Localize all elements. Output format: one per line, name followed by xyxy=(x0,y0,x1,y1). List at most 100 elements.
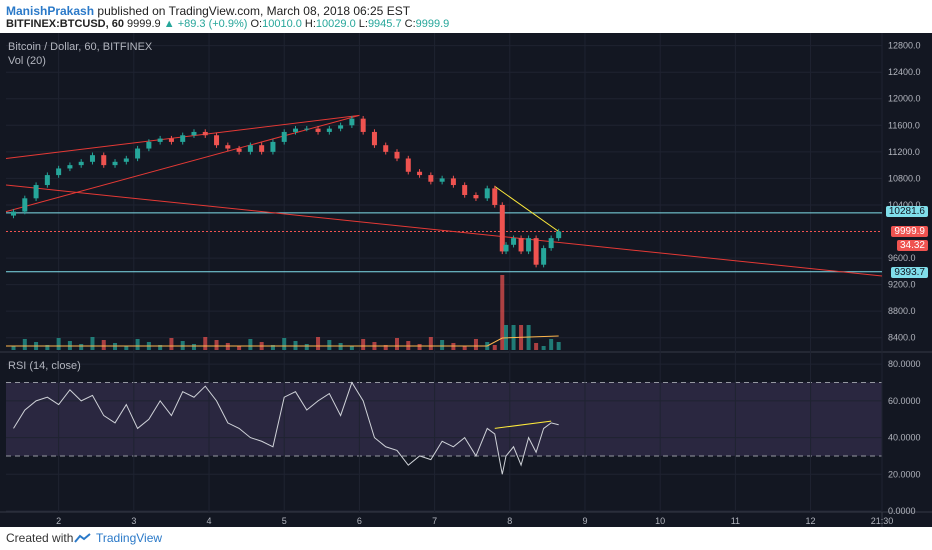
candle-body xyxy=(394,151,400,159)
candle-body xyxy=(338,125,344,129)
candle-body xyxy=(33,185,39,199)
candle-body xyxy=(101,155,107,166)
price-tick-label: 12000.0 xyxy=(888,94,921,104)
candle-body xyxy=(214,135,220,146)
low-value: 9945.7 xyxy=(367,18,402,30)
volume-bar xyxy=(270,345,275,350)
close-label: C: xyxy=(404,18,416,30)
rsi-divergence-line xyxy=(494,420,552,429)
volume-bar xyxy=(45,345,50,350)
author-link[interactable]: ManishPrakash xyxy=(6,4,95,18)
high-label: H: xyxy=(304,18,316,30)
candle-body xyxy=(499,204,505,252)
price-tick-label: 9600.0 xyxy=(888,253,916,263)
time-tick-label: 8 xyxy=(507,516,512,526)
candle-body xyxy=(533,238,539,265)
candle-body xyxy=(503,244,509,252)
volume-bar xyxy=(282,338,287,350)
volume-bar xyxy=(492,345,497,350)
volume-bar xyxy=(11,346,16,350)
candle-body xyxy=(304,128,310,130)
low-label: L: xyxy=(358,18,368,30)
volume-bar xyxy=(500,275,505,350)
candle-body xyxy=(541,248,547,265)
ohlc-bar: BITFINEX:BTCUSD, 60 9999.9 ▲ +89.3 (+0.9… xyxy=(6,18,449,30)
time-tick-label: 3 xyxy=(131,516,136,526)
price-tick-label: 10400.0 xyxy=(888,200,921,210)
volume-bar xyxy=(101,340,106,350)
volume-bar xyxy=(383,345,388,350)
candle-body xyxy=(56,168,62,176)
volume-bar xyxy=(395,338,400,350)
candle-body xyxy=(292,128,298,132)
candle-body xyxy=(548,238,554,249)
candle-body xyxy=(428,175,434,182)
price-tick-label: 12400.0 xyxy=(888,67,921,77)
rsi-line xyxy=(13,381,559,475)
price-tick-label: 10800.0 xyxy=(888,173,921,183)
time-tick-label: 9 xyxy=(582,516,587,526)
candle-body xyxy=(326,128,332,132)
candle-body xyxy=(556,231,562,239)
volume-bar xyxy=(79,344,84,350)
trendline-lower-wedge xyxy=(5,114,360,213)
volume-bar xyxy=(158,345,163,350)
candle-body xyxy=(78,161,84,166)
time-tick-label: 11 xyxy=(731,516,740,526)
volume-bar xyxy=(191,344,196,350)
time-tick-label: 5 xyxy=(282,516,287,526)
candle-body xyxy=(22,198,28,212)
candle-body xyxy=(473,195,479,199)
chart-canvas[interactable]: 12800.0 12400.0 12000.0 11600.0 11200.0 10800… xyxy=(0,33,932,527)
volume-bar xyxy=(556,342,561,350)
price-tick-label: 8400.0 xyxy=(888,333,916,343)
volume-bar xyxy=(22,339,27,350)
tradingview-brand-link[interactable]: TradingView xyxy=(96,531,163,545)
trendline-resistance xyxy=(494,185,559,232)
candle-body xyxy=(11,211,17,216)
volume-bar xyxy=(248,339,253,350)
candle-body xyxy=(383,145,389,152)
time-tick-label: 10 xyxy=(655,516,665,526)
volume-bar xyxy=(549,339,554,350)
rsi-tick-label: 40.0000 xyxy=(888,433,921,443)
rsi-tick-label: 0.0000 xyxy=(888,506,916,516)
volume-bar xyxy=(327,340,332,350)
candle-body xyxy=(417,171,423,176)
volume-bar xyxy=(124,346,129,350)
publish-info: ManishPrakash published on TradingView.c… xyxy=(6,4,410,18)
volume-bar xyxy=(237,346,242,350)
chart-title: Bitcoin / Dollar, 60, BITFINEX xyxy=(8,41,153,53)
volume-bar xyxy=(214,340,219,350)
created-with-text: Created with xyxy=(6,531,74,545)
volume-bar xyxy=(361,339,366,350)
high-value: 10029.0 xyxy=(315,18,356,30)
open-value: 10010.0 xyxy=(262,18,302,30)
price-tick-label: 11200.0 xyxy=(888,147,920,157)
volume-ma-line xyxy=(6,335,559,347)
volume-bar xyxy=(316,337,321,350)
volume-study-label: Vol (20) xyxy=(8,55,46,67)
candle-body xyxy=(511,238,517,245)
candle-body xyxy=(157,138,163,142)
candle-body xyxy=(146,141,152,149)
volume-bar xyxy=(440,340,445,350)
symbol-label: BITFINEX:BTCUSD, 60 xyxy=(6,18,124,30)
candle-body xyxy=(89,155,95,162)
candle-body xyxy=(202,131,208,136)
volume-bar xyxy=(304,344,309,350)
volume-bar xyxy=(56,338,61,350)
chart-area[interactable]: 12800.0 12400.0 12000.0 11600.0 11200.0 10800… xyxy=(0,33,932,527)
volume-bar xyxy=(462,346,467,350)
tradingview-logo-icon xyxy=(74,533,91,543)
price-tick-label: 9200.0 xyxy=(888,280,916,290)
candle-body xyxy=(526,238,532,252)
rsi-tick-label: 80.0000 xyxy=(888,359,921,369)
time-tick-label: 6 xyxy=(357,516,362,526)
candle-body xyxy=(360,118,366,132)
candle-body xyxy=(180,135,186,142)
candle-body xyxy=(270,141,276,152)
time-tick-label: 4 xyxy=(207,516,212,526)
last-price: 9999.9 xyxy=(127,18,161,30)
volume-bar xyxy=(541,346,546,350)
